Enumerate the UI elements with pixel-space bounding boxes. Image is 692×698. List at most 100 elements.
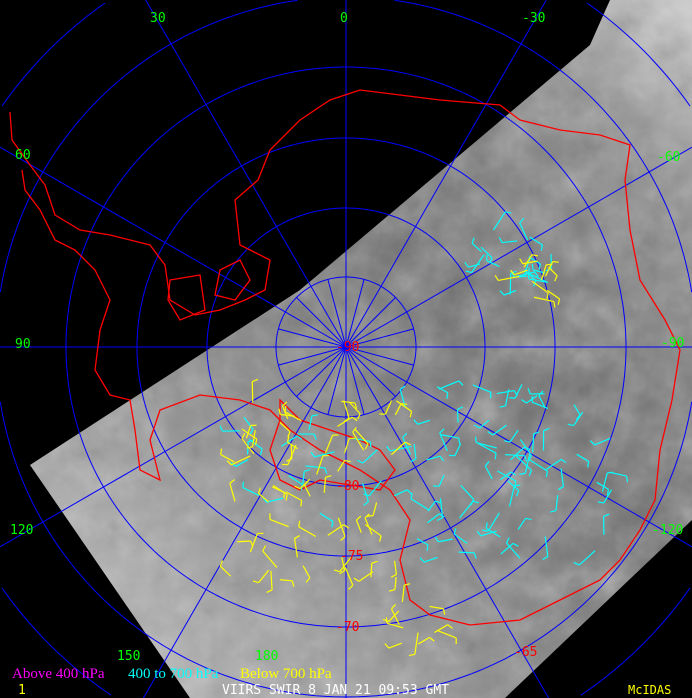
wind-barb-mid: [521, 399, 527, 404]
wind-barb-mid: [406, 489, 412, 495]
wind-barb-low: [300, 500, 303, 507]
wind-barb-mid: [594, 437, 611, 446]
wind-barb-mid: [310, 451, 316, 458]
wind-barb-mid: [305, 465, 326, 469]
wind-barb-mid: [362, 482, 369, 502]
wind-barb-low: [358, 571, 374, 582]
satellite-swath: [30, 0, 692, 698]
wind-barb-mid: [505, 211, 512, 214]
wind-barb-mid: [573, 561, 580, 566]
wind-barb-mid: [399, 389, 406, 408]
wind-barb-mid: [438, 538, 453, 543]
wind-barb-mid: [413, 419, 419, 425]
wind-barb-mid: [439, 428, 445, 434]
lon-label-minus30: -30: [522, 11, 546, 26]
wind-barb-mid: [509, 429, 519, 443]
wind-barb-low: [293, 538, 299, 558]
wind-barb-mid: [413, 443, 417, 459]
wind-barb-low: [390, 608, 400, 625]
wind-barb-low: [249, 533, 259, 553]
wind-barb-mid: [480, 530, 497, 537]
wind-barb-mid: [513, 390, 518, 397]
wind-barb-mid: [505, 537, 510, 544]
wind-barb-low: [287, 441, 298, 450]
wind-barbs: [219, 211, 629, 657]
meridian-line: [345, 346, 692, 548]
wind-barb-mid: [319, 512, 334, 522]
wind-barb-low: [282, 401, 288, 407]
lon-label-90: 90: [15, 337, 31, 352]
wind-barb-mid: [607, 471, 614, 474]
wind-barb-low: [364, 443, 369, 450]
wind-barb-low: [401, 403, 408, 405]
wind-barb-mid: [436, 386, 449, 394]
wind-barb-low: [531, 280, 549, 294]
wind-barb-mid: [288, 475, 303, 486]
wind-barb-mid: [426, 455, 441, 461]
wind-barb-mid: [423, 556, 438, 563]
wind-barb-mid: [589, 440, 595, 446]
wind-barb-low: [262, 550, 278, 568]
wind-barb-mid: [457, 406, 464, 410]
wind-barb-mid: [479, 419, 490, 429]
wind-barb-low: [241, 438, 255, 454]
wind-barb-low: [343, 400, 350, 419]
wind-barb-low: [494, 275, 499, 281]
wind-barb-mid: [560, 468, 565, 487]
wind-barb-mid: [587, 461, 590, 468]
meridian-line: [278, 328, 347, 348]
wind-barb-mid: [472, 384, 491, 393]
wind-barb-mid: [454, 443, 462, 457]
wind-barb-mid: [501, 240, 518, 244]
wind-barb-mid: [516, 490, 520, 497]
wind-barb-mid: [304, 469, 311, 472]
wind-barb-low: [510, 269, 515, 276]
wind-barb-mid: [514, 384, 523, 399]
wind-barb-low: [548, 266, 558, 277]
wind-barb-mid: [460, 484, 475, 500]
meridian-line: [345, 279, 365, 348]
wind-barb-mid: [527, 273, 530, 280]
meridian-line: [345, 346, 396, 397]
wind-barb-low: [341, 557, 346, 571]
wind-barb-mid: [453, 533, 468, 544]
coastline: [9, 89, 681, 626]
wind-barb-mid: [308, 415, 313, 431]
wind-barb-low: [546, 289, 560, 300]
wind-barb-mid: [528, 470, 533, 477]
wind-barb-low: [396, 400, 412, 412]
wind-barb-mid: [538, 390, 544, 396]
wind-barb-mid: [533, 431, 540, 435]
wind-barb-mid: [515, 455, 532, 471]
wind-barb-mid: [573, 404, 581, 416]
wind-barb-low: [285, 494, 288, 501]
wind-barb-mid: [603, 513, 610, 518]
wind-barb-low: [254, 438, 258, 446]
wind-barb-low: [245, 425, 252, 439]
wind-barb-low: [237, 540, 251, 543]
wind-barb-low: [414, 632, 419, 655]
meridian-line: [345, 146, 692, 348]
wind-barb-mid: [402, 432, 408, 438]
meridian-line: [345, 0, 547, 348]
wind-barb-low: [436, 629, 457, 639]
wind-barb-mid: [435, 500, 442, 504]
wind-barb-mid: [519, 222, 529, 241]
lon-label-minus120: -120: [652, 523, 684, 538]
wind-barb-low: [371, 560, 378, 564]
wind-barb-low: [552, 261, 559, 263]
wind-barb-low: [429, 605, 444, 610]
wind-barb-mid: [480, 246, 493, 259]
wind-barb-low: [280, 579, 293, 582]
mcidas-brand: McIDAS: [628, 683, 672, 697]
wind-barb-mid: [242, 481, 244, 488]
wind-barb-mid: [532, 269, 546, 274]
wind-barb-low: [404, 583, 411, 586]
meridian-line: [345, 297, 396, 348]
wind-barb-mid: [468, 263, 481, 268]
wind-barb-low: [252, 378, 259, 383]
wind-barb-mid: [458, 437, 461, 445]
wind-barb-mid: [517, 517, 527, 530]
